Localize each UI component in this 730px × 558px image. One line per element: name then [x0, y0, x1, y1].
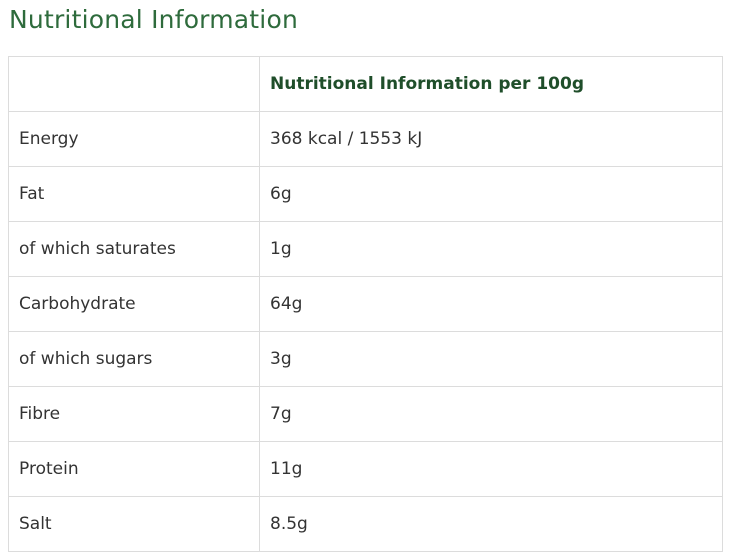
- nutrient-value: 1g: [259, 221, 723, 277]
- nutrient-value: 7g: [259, 386, 723, 442]
- nutrient-label: Fat: [8, 166, 260, 222]
- nutrient-value: 64g: [259, 276, 723, 332]
- nutrient-value: 368 kcal / 1553 kJ: [259, 111, 723, 167]
- table-row: Fat 6g: [8, 166, 723, 222]
- nutrient-value: 11g: [259, 441, 723, 497]
- table-row: of which sugars 3g: [8, 331, 723, 387]
- nutrient-label: Salt: [8, 496, 260, 552]
- nutrient-value: 3g: [259, 331, 723, 387]
- nutrient-label: of which sugars: [8, 331, 260, 387]
- nutrient-label: Fibre: [8, 386, 260, 442]
- nutrient-label: Energy: [8, 111, 260, 167]
- nutrient-value: 6g: [259, 166, 723, 222]
- column-header-per-100g: Nutritional Information per 100g: [259, 56, 723, 112]
- table-row: Salt 8.5g: [8, 496, 723, 552]
- table-row: Carbohydrate 64g: [8, 276, 723, 332]
- page-title: Nutritional Information: [9, 5, 298, 34]
- column-header-nutrient: [8, 56, 260, 112]
- table-row: Fibre 7g: [8, 386, 723, 442]
- nutrient-label: Carbohydrate: [8, 276, 260, 332]
- table-row: Protein 11g: [8, 441, 723, 497]
- nutrient-value: 8.5g: [259, 496, 723, 552]
- table-row: of which saturates 1g: [8, 221, 723, 277]
- table-header-row: Nutritional Information per 100g: [8, 56, 723, 112]
- nutrient-label: Protein: [8, 441, 260, 497]
- table-row: Energy 368 kcal / 1553 kJ: [8, 111, 723, 167]
- nutrition-table: Nutritional Information per 100g Energy …: [8, 56, 723, 552]
- nutrient-label: of which saturates: [8, 221, 260, 277]
